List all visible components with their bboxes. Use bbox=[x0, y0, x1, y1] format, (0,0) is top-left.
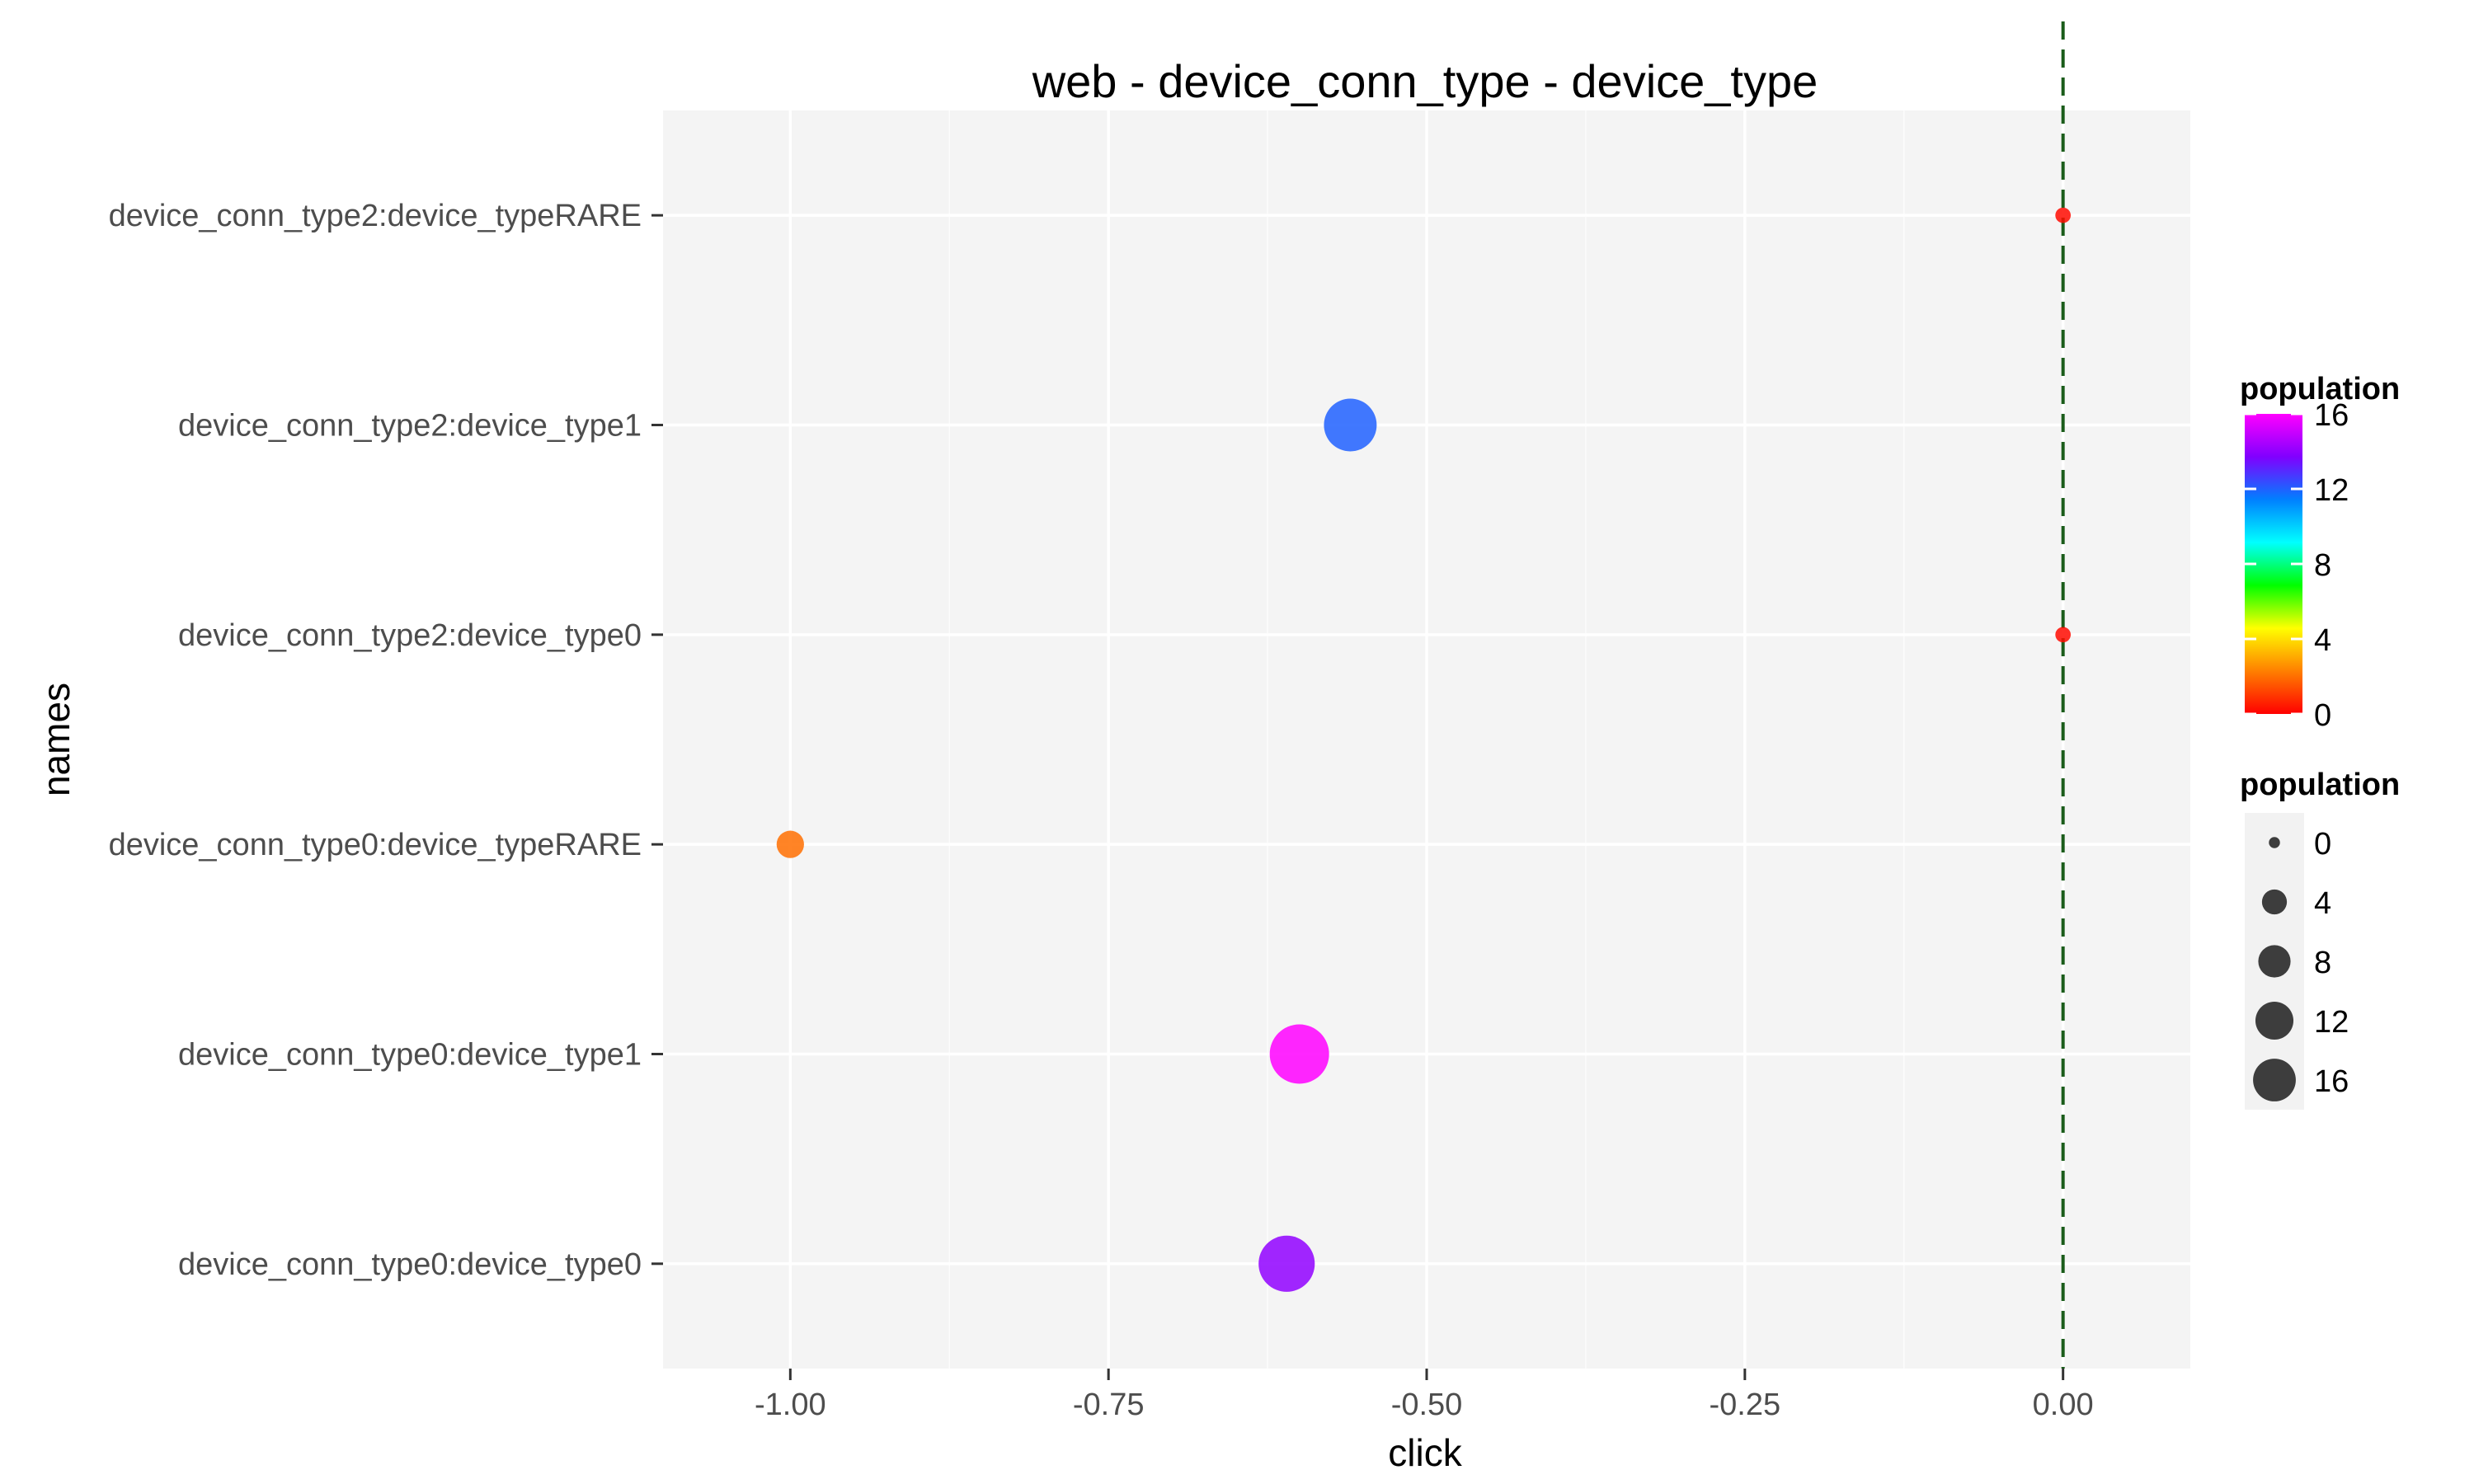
y-axis: device_conn_type0:device_type0 device_con… bbox=[109, 199, 663, 1282]
data-point bbox=[1324, 398, 1377, 452]
y-tick-label: device_conn_type0:device_type1 bbox=[178, 1038, 642, 1073]
color-legend-label: 12 bbox=[2314, 473, 2349, 508]
size-legend-dot bbox=[2253, 1059, 2296, 1101]
size-legend-label: 12 bbox=[2314, 1005, 2349, 1040]
color-legend-label: 16 bbox=[2314, 398, 2349, 433]
grid-lines bbox=[663, 110, 2190, 1369]
size-legend: population 0 4 8 12 16 bbox=[2240, 768, 2400, 1110]
y-axis-title: names bbox=[35, 683, 78, 796]
y-tick-label: device_conn_type2:device_type0 bbox=[178, 618, 642, 653]
x-tick-label: -1.00 bbox=[755, 1388, 826, 1422]
color-legend: population 16 12 8 4 0 bbox=[2240, 372, 2400, 733]
color-legend-title: population bbox=[2240, 372, 2400, 406]
size-legend-label: 16 bbox=[2314, 1064, 2349, 1099]
data-point bbox=[2055, 207, 2072, 223]
size-legend-dot bbox=[2269, 837, 2280, 848]
data-point bbox=[1269, 1024, 1329, 1084]
size-legend-title: population bbox=[2240, 768, 2400, 802]
size-legend-dot bbox=[2255, 1001, 2294, 1040]
x-tick-label: 0.00 bbox=[2033, 1388, 2094, 1422]
data-points bbox=[776, 207, 2072, 1292]
x-tick-label: -0.50 bbox=[1391, 1388, 1463, 1422]
y-tick-label: device_conn_type0:device_typeRARE bbox=[109, 828, 642, 862]
y-tick-label: device_conn_type2:device_typeRARE bbox=[109, 199, 642, 233]
color-legend-label: 0 bbox=[2314, 698, 2331, 733]
size-legend-label: 0 bbox=[2314, 827, 2331, 862]
chart-title: web - device_conn_type - device_type bbox=[1032, 55, 1818, 107]
x-tick-label: -0.75 bbox=[1073, 1388, 1145, 1422]
y-tick-label: device_conn_type2:device_type1 bbox=[178, 409, 642, 444]
x-axis: -1.00 -0.75 -0.50 -0.25 0.00 bbox=[755, 1369, 2094, 1422]
size-legend-dot bbox=[2261, 889, 2288, 915]
color-legend-label: 4 bbox=[2314, 623, 2331, 658]
size-legend-label: 8 bbox=[2314, 946, 2331, 980]
data-point bbox=[1258, 1235, 1315, 1292]
x-tick-label: -0.25 bbox=[1710, 1388, 1781, 1422]
size-legend-dot bbox=[2258, 945, 2291, 978]
color-legend-label: 8 bbox=[2314, 548, 2331, 583]
size-legend-label: 4 bbox=[2314, 886, 2331, 921]
x-axis-title: click bbox=[1388, 1431, 1462, 1474]
data-point bbox=[2055, 627, 2072, 643]
y-tick-label: device_conn_type0:device_type0 bbox=[178, 1247, 642, 1282]
data-point bbox=[776, 830, 804, 858]
